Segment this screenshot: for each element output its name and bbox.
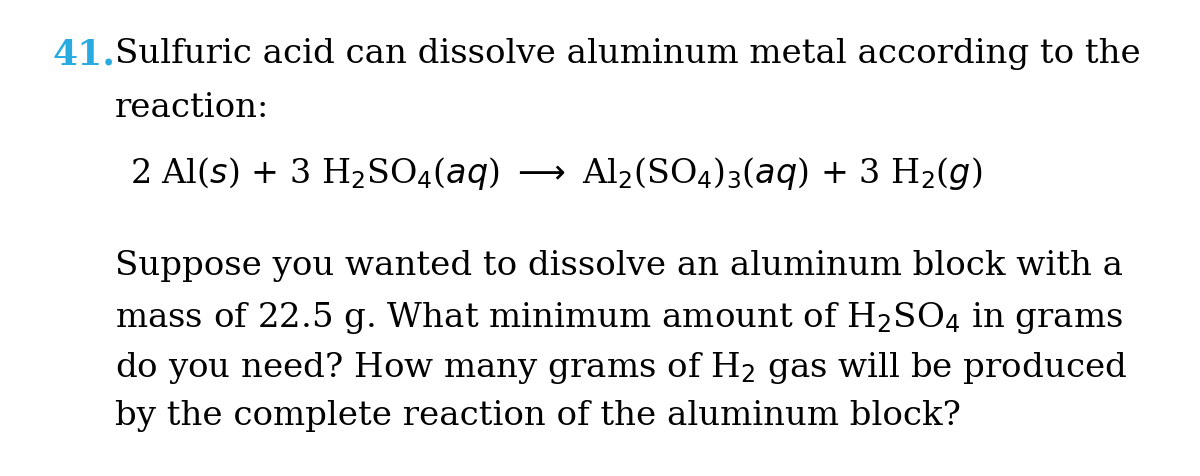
Text: by the complete reaction of the aluminum block?: by the complete reaction of the aluminum… (115, 400, 961, 432)
Text: reaction:: reaction: (115, 92, 269, 124)
Text: 41.: 41. (52, 38, 115, 72)
Text: do you need? How many grams of H$_2$ gas will be produced: do you need? How many grams of H$_2$ gas… (115, 350, 1127, 386)
Text: Sulfuric acid can dissolve aluminum metal according to the: Sulfuric acid can dissolve aluminum meta… (115, 38, 1141, 70)
Text: 2 Al($s$) + 3 H$_2$SO$_4$($aq$) $\longrightarrow$ Al$_2$(SO$_4$)$_3$($aq$) + 3 H: 2 Al($s$) + 3 H$_2$SO$_4$($aq$) $\longri… (130, 155, 983, 192)
Text: Suppose you wanted to dissolve an aluminum block with a: Suppose you wanted to dissolve an alumin… (115, 250, 1123, 282)
Text: mass of 22.5 g. What minimum amount of H$_2$SO$_4$ in grams: mass of 22.5 g. What minimum amount of H… (115, 300, 1123, 336)
